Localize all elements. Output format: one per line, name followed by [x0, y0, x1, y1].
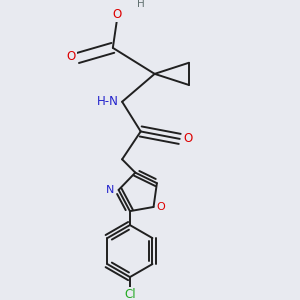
Text: H-N: H-N [97, 95, 119, 108]
Text: N: N [106, 185, 114, 195]
Text: O: O [113, 8, 122, 21]
Text: O: O [184, 132, 193, 146]
Text: H: H [137, 0, 145, 9]
Text: O: O [157, 202, 165, 212]
Text: Cl: Cl [124, 288, 136, 300]
Text: O: O [66, 50, 76, 63]
